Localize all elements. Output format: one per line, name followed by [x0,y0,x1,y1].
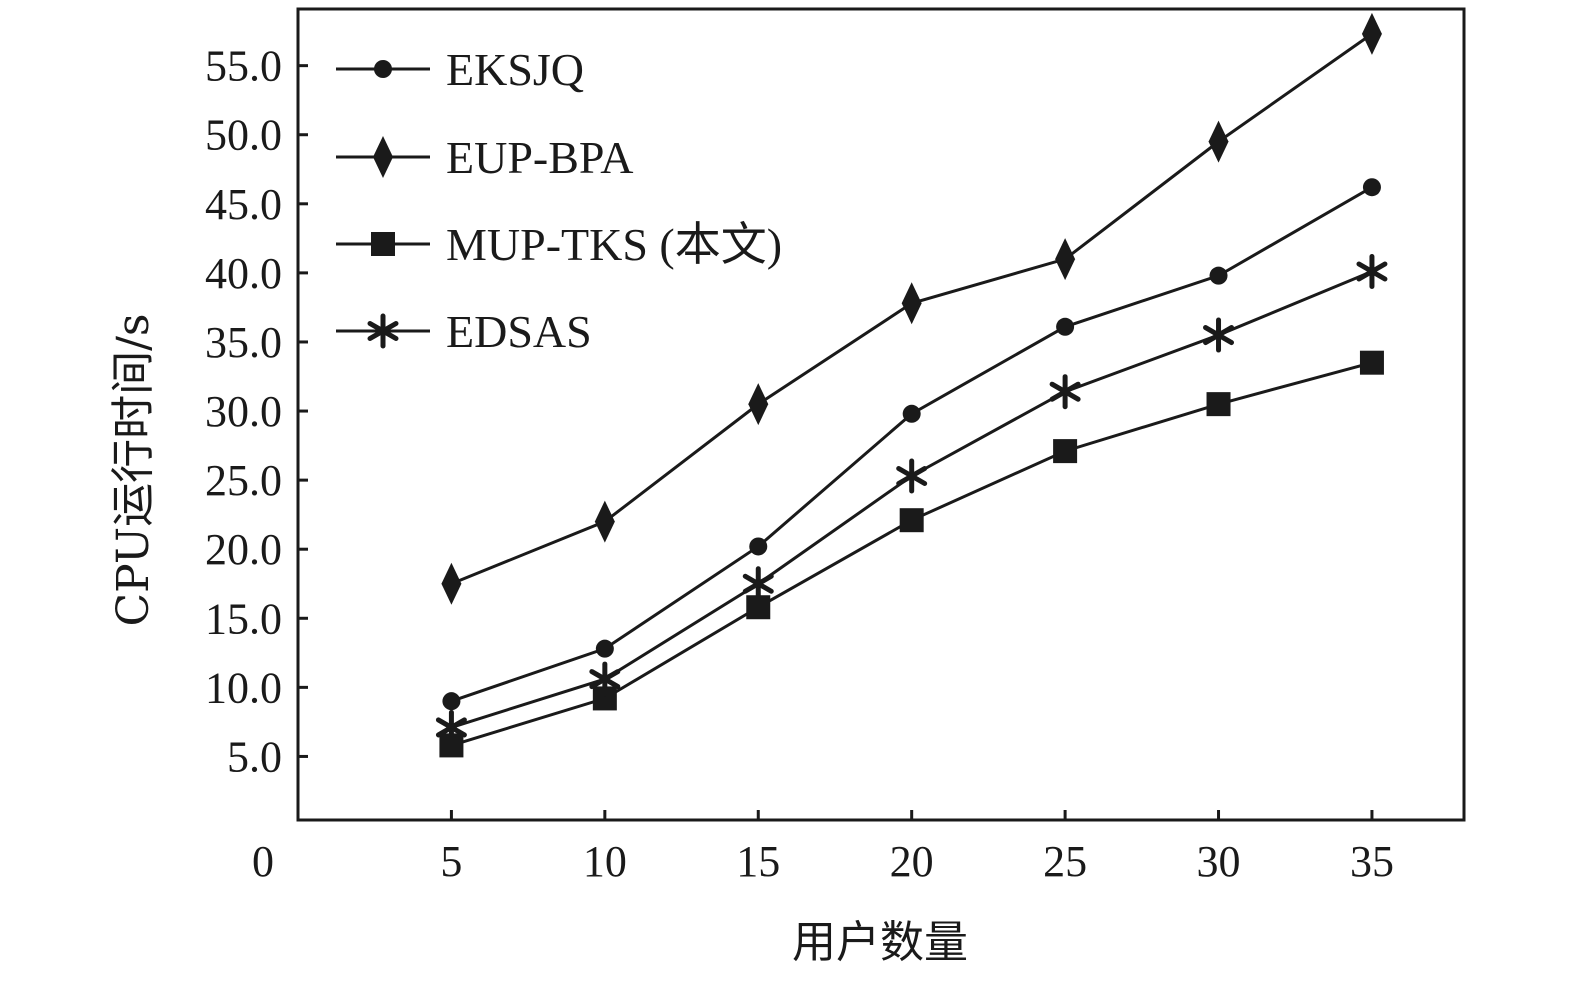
y-tick-label: 55.0 [205,42,282,91]
circle-marker [1209,266,1228,285]
diamond-marker [1361,12,1382,55]
y-axis-title: CPU运行时间/s [108,314,159,627]
legend-entry: EKSJQ [336,44,584,95]
star-marker [896,458,928,494]
x-tick-label: 30 [1197,837,1241,886]
y-tick-label: 10.0 [205,663,282,712]
legend-label: EUP-BPA [446,132,633,183]
diamond-marker [901,282,922,325]
x-tick-label: 10 [583,837,627,886]
square-marker [1206,392,1231,417]
y-tick-label: 25.0 [205,456,282,505]
diamond-marker [748,383,769,426]
star-marker [742,566,774,602]
square-marker [1359,350,1384,375]
y-tick-label: 30.0 [205,387,282,436]
y-tick-label: 40.0 [205,249,282,298]
series-star [435,254,1388,745]
circle-marker [442,692,461,711]
square-marker [899,508,924,533]
legend-label: EKSJQ [446,44,584,95]
star-marker [1356,254,1388,290]
legend-entry: EDSAS [336,306,592,357]
series-circle [442,178,1381,711]
diamond-marker [594,500,615,543]
circle-marker [595,639,614,658]
legend: EKSJQ EUP-BPA MUP-TKS (本文) EDSAS [336,44,782,357]
x-tick-label: 15 [736,837,780,886]
diamond-marker [1055,238,1076,281]
y-tick-label: 20.0 [205,525,282,574]
y-tick-label: 45.0 [205,180,282,229]
x-tick-label: 25 [1043,837,1087,886]
x-axis: 5 10 15 20 25 30 35 [440,810,1394,886]
series-diamond [441,12,1382,605]
origin-label: 0 [252,837,274,886]
circle-marker [902,404,921,423]
legend-entry: MUP-TKS (本文) [336,219,782,270]
diamond-marker [441,562,462,605]
star-marker [1203,317,1235,353]
star-marker [589,661,621,697]
y-tick-label: 15.0 [205,594,282,643]
star-marker [1049,374,1081,410]
square-marker [371,232,395,256]
x-tick-label: 5 [440,837,462,886]
legend-label: MUP-TKS (本文) [446,219,782,270]
legend-label: EDSAS [446,306,592,357]
square-marker [1053,439,1078,464]
x-tick-label: 35 [1350,837,1394,886]
legend-entry: EUP-BPA [336,132,633,183]
circle-marker [1362,178,1381,197]
y-tick-label: 35.0 [205,318,282,367]
x-axis-title: 用户数量 [792,917,968,968]
plot-frame [296,7,1466,822]
star-marker [435,709,467,745]
y-tick-label: 5.0 [227,732,282,781]
y-tick-label: 50.0 [205,111,282,160]
star-marker [367,313,399,349]
circle-marker [749,537,768,556]
series-layer [435,12,1388,758]
y-axis: 5.0 10.0 15.0 20.0 25.0 30.0 35.0 40.0 45.0 50.0 5… [205,42,308,781]
diamond-marker [1208,120,1229,163]
circle-marker [374,60,392,78]
diamond-marker [373,136,393,178]
circle-marker [1056,317,1075,336]
x-tick-label: 20 [890,837,934,886]
